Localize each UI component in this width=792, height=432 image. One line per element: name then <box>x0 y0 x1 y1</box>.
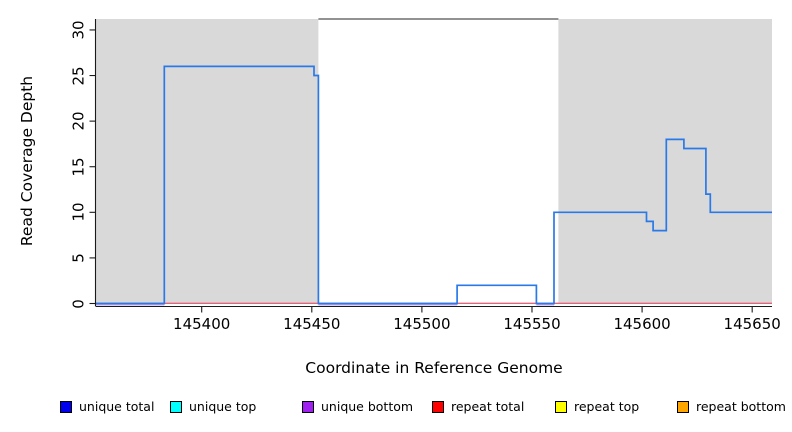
x-tick-label: 145400 <box>173 315 231 333</box>
legend-swatch-icon <box>170 401 182 413</box>
y-tick-label: 15 <box>69 157 88 177</box>
y-tick-label: 0 <box>69 298 88 309</box>
legend-swatch-icon <box>60 401 72 413</box>
shaded-repeat-region <box>96 19 319 304</box>
x-tick-label: 145500 <box>393 315 451 333</box>
legend-item: repeat bottom <box>677 400 786 414</box>
legend-item: unique total <box>60 400 154 414</box>
legend-label: repeat bottom <box>696 399 786 414</box>
unique-total-step-line <box>96 65 772 305</box>
y-axis-title: Read Coverage Depth <box>18 75 36 247</box>
legend-swatch-icon <box>677 401 689 413</box>
legend-swatch-icon <box>555 401 567 413</box>
x-axis-title: Coordinate in Reference Genome <box>305 359 563 377</box>
x-tick-label: 145650 <box>723 315 781 333</box>
legend-label: unique top <box>189 399 257 414</box>
legend-item: repeat total <box>432 400 524 414</box>
x-tick-label: 145550 <box>503 315 561 333</box>
x-tick-label: 145600 <box>613 315 671 333</box>
x-tick-label: 145450 <box>283 315 341 333</box>
legend-item: unique bottom <box>302 400 413 414</box>
legend-swatch-icon <box>302 401 314 413</box>
legend-item: repeat top <box>555 400 639 414</box>
legend-label: repeat top <box>574 399 640 414</box>
y-tick-label: 10 <box>69 202 88 222</box>
y-tick-label: 30 <box>69 20 88 40</box>
legend-swatch-icon <box>432 401 444 413</box>
legend-label: unique total <box>79 399 155 414</box>
y-tick-label: 5 <box>69 253 88 263</box>
legend-label: repeat total <box>451 399 525 414</box>
legend-label: unique bottom <box>321 399 414 414</box>
legend-item: unique top <box>170 400 256 414</box>
y-tick-label: 20 <box>69 111 88 131</box>
y-tick-label: 25 <box>69 65 88 86</box>
shaded-repeat-region <box>558 19 772 304</box>
